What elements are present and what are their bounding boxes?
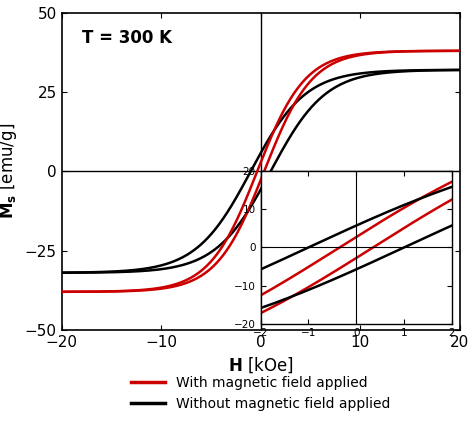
X-axis label: $\mathbf{H}$ [kOe]: $\mathbf{H}$ [kOe] [228,355,293,375]
Text: T = 300 K: T = 300 K [82,29,172,47]
Y-axis label: $\mathbf{M_s}$ [emu/g]: $\mathbf{M_s}$ [emu/g] [0,123,19,220]
Legend: With magnetic field applied, Without magnetic field applied: With magnetic field applied, Without mag… [125,370,396,416]
